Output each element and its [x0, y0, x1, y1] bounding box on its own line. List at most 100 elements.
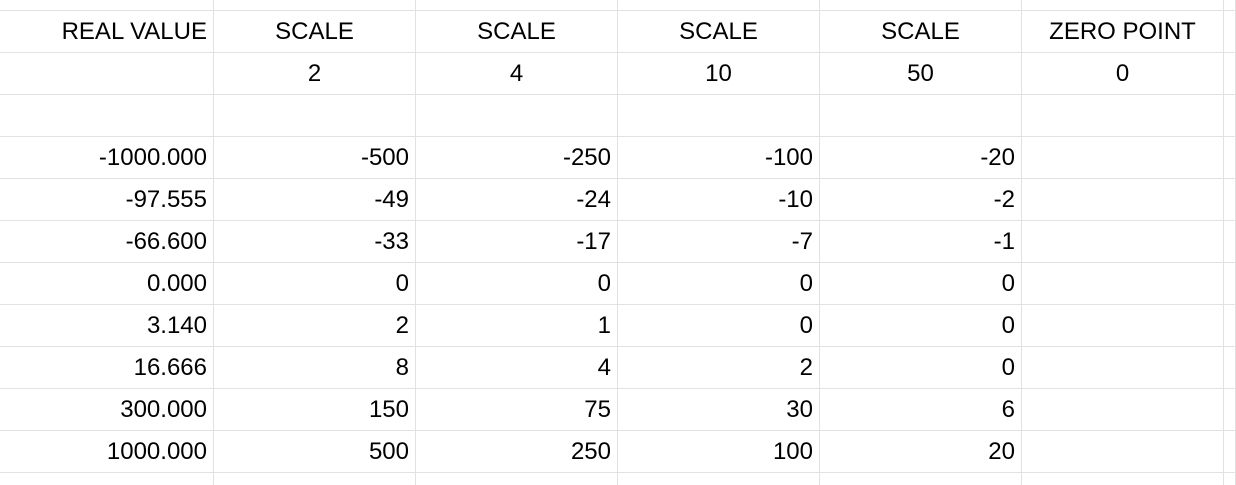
zero-point-cell[interactable] — [1022, 179, 1224, 221]
scale-param-cell[interactable]: 4 — [416, 53, 618, 95]
real-value-cell[interactable]: 1000.000 — [0, 431, 214, 473]
cell[interactable] — [1224, 11, 1236, 53]
header-real-value-cell[interactable]: REAL VALUE — [0, 11, 214, 53]
zero-point-cell[interactable] — [1022, 263, 1224, 305]
cell[interactable] — [618, 0, 820, 11]
header-param-row: 2 4 10 50 0 — [0, 53, 1236, 95]
grid-row-partial-top — [0, 0, 1236, 11]
scaled-value-cell[interactable]: -17 — [416, 221, 618, 263]
real-value-cell[interactable]: 300.000 — [0, 389, 214, 431]
cell[interactable] — [416, 473, 618, 485]
cell[interactable] — [1224, 137, 1236, 179]
zero-point-cell[interactable] — [1022, 137, 1224, 179]
scaled-value-cell[interactable]: 0 — [214, 263, 416, 305]
cell[interactable] — [1224, 221, 1236, 263]
scaled-value-cell[interactable]: 20 — [820, 431, 1022, 473]
header-scale-cell[interactable]: SCALE — [618, 11, 820, 53]
cell[interactable] — [416, 0, 618, 11]
real-value-cell[interactable]: 16.666 — [0, 347, 214, 389]
zero-point-param-cell[interactable]: 0 — [1022, 53, 1224, 95]
real-value-cell[interactable]: -1000.000 — [0, 137, 214, 179]
cell[interactable] — [1022, 473, 1224, 485]
scaled-value-cell[interactable]: -2 — [820, 179, 1022, 221]
table-row: -1000.000 -500 -250 -100 -20 — [0, 137, 1236, 179]
zero-point-cell[interactable] — [1022, 221, 1224, 263]
cell[interactable] — [1224, 431, 1236, 473]
table-row: -66.600 -33 -17 -7 -1 — [0, 221, 1236, 263]
scaled-value-cell[interactable]: 0 — [416, 263, 618, 305]
cell[interactable] — [820, 95, 1022, 137]
empty-row — [0, 95, 1236, 137]
cell[interactable] — [1022, 0, 1224, 11]
scale-param-cell[interactable]: 10 — [618, 53, 820, 95]
cell[interactable] — [1224, 389, 1236, 431]
scaled-value-cell[interactable]: -1 — [820, 221, 1022, 263]
scaled-value-cell[interactable]: -250 — [416, 137, 618, 179]
header-scale-cell[interactable]: SCALE — [820, 11, 1022, 53]
cell[interactable] — [618, 473, 820, 485]
cell[interactable] — [820, 473, 1022, 485]
cell[interactable] — [0, 95, 214, 137]
scaled-value-cell[interactable]: -24 — [416, 179, 618, 221]
cell[interactable] — [820, 0, 1022, 11]
scaled-value-cell[interactable]: 30 — [618, 389, 820, 431]
cell[interactable] — [1224, 179, 1236, 221]
scaled-value-cell[interactable]: 2 — [214, 305, 416, 347]
cell[interactable] — [1224, 95, 1236, 137]
cell[interactable] — [214, 95, 416, 137]
param-cell[interactable] — [0, 53, 214, 95]
scaled-value-cell[interactable]: 0 — [820, 263, 1022, 305]
scaled-value-cell[interactable]: -7 — [618, 221, 820, 263]
grid-row-partial-bottom — [0, 473, 1236, 485]
scale-param-cell[interactable]: 2 — [214, 53, 416, 95]
cell[interactable] — [0, 0, 214, 11]
zero-point-cell[interactable] — [1022, 431, 1224, 473]
zero-point-cell[interactable] — [1022, 389, 1224, 431]
real-value-cell[interactable]: -66.600 — [0, 221, 214, 263]
scaled-value-cell[interactable]: 0 — [618, 305, 820, 347]
real-value-cell[interactable]: 0.000 — [0, 263, 214, 305]
scaled-value-cell[interactable]: 4 — [416, 347, 618, 389]
scaled-value-cell[interactable]: -33 — [214, 221, 416, 263]
scaled-value-cell[interactable]: 0 — [820, 305, 1022, 347]
table-row: -97.555 -49 -24 -10 -2 — [0, 179, 1236, 221]
header-scale-cell[interactable]: SCALE — [416, 11, 618, 53]
zero-point-cell[interactable] — [1022, 347, 1224, 389]
cell[interactable] — [1224, 0, 1236, 11]
zero-point-cell[interactable] — [1022, 305, 1224, 347]
scaled-value-cell[interactable]: -49 — [214, 179, 416, 221]
table-row: 300.000 150 75 30 6 — [0, 389, 1236, 431]
scaled-value-cell[interactable]: 500 — [214, 431, 416, 473]
scaled-value-cell[interactable]: 2 — [618, 347, 820, 389]
scaled-value-cell[interactable]: 250 — [416, 431, 618, 473]
cell[interactable] — [0, 473, 214, 485]
scaled-value-cell[interactable]: 150 — [214, 389, 416, 431]
scaled-value-cell[interactable]: -10 — [618, 179, 820, 221]
cell[interactable] — [214, 473, 416, 485]
scaled-value-cell[interactable]: -20 — [820, 137, 1022, 179]
cell[interactable] — [1224, 263, 1236, 305]
scaled-value-cell[interactable]: -100 — [618, 137, 820, 179]
real-value-cell[interactable]: -97.555 — [0, 179, 214, 221]
cell[interactable] — [416, 95, 618, 137]
scaled-value-cell[interactable]: 8 — [214, 347, 416, 389]
cell[interactable] — [1224, 347, 1236, 389]
header-zero-point-cell[interactable]: ZERO POINT — [1022, 11, 1224, 53]
scaled-value-cell[interactable]: 6 — [820, 389, 1022, 431]
cell[interactable] — [1022, 95, 1224, 137]
scaled-value-cell[interactable]: 0 — [820, 347, 1022, 389]
cell[interactable] — [1224, 53, 1236, 95]
cell[interactable] — [618, 95, 820, 137]
scaled-value-cell[interactable]: 75 — [416, 389, 618, 431]
scaled-value-cell[interactable]: 0 — [618, 263, 820, 305]
cell[interactable] — [214, 0, 416, 11]
cell[interactable] — [1224, 305, 1236, 347]
scale-param-cell[interactable]: 50 — [820, 53, 1022, 95]
table-row: 1000.000 500 250 100 20 — [0, 431, 1236, 473]
real-value-cell[interactable]: 3.140 — [0, 305, 214, 347]
header-scale-cell[interactable]: SCALE — [214, 11, 416, 53]
scaled-value-cell[interactable]: 1 — [416, 305, 618, 347]
cell[interactable] — [1224, 473, 1236, 485]
scaled-value-cell[interactable]: 100 — [618, 431, 820, 473]
scaled-value-cell[interactable]: -500 — [214, 137, 416, 179]
